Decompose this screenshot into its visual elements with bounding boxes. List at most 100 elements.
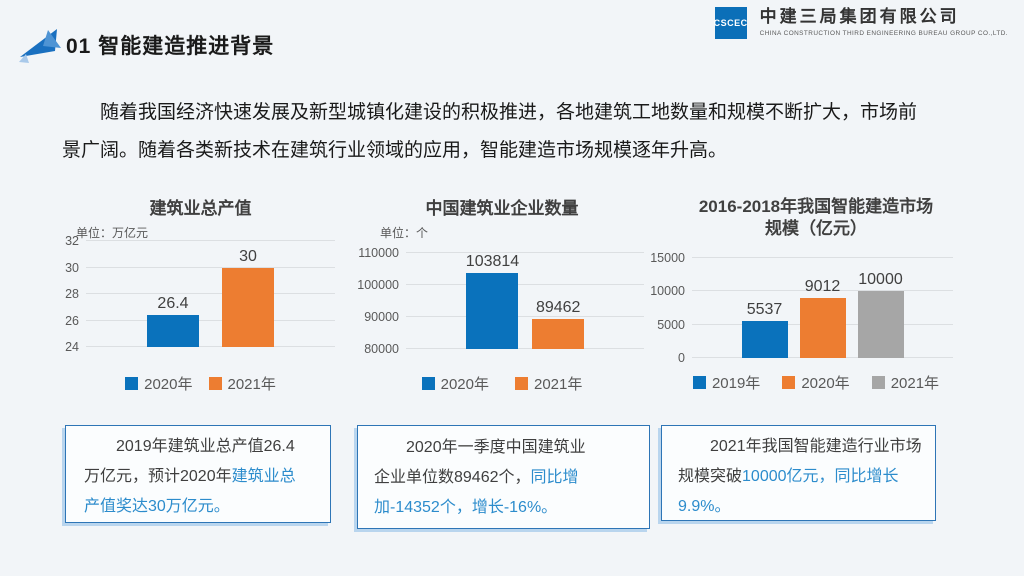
chart-unit-label: 单位：个 <box>380 226 429 240</box>
note-accent-text: 建筑业总产值奖达30万亿元。 <box>84 468 296 515</box>
note-box-enterprise-count: 2020年一季度中国建筑业企业单位数89462个，同比增加-14352个，增长-… <box>357 425 650 529</box>
chart-legend: 2020年 2021年 <box>356 373 648 394</box>
chart-legend: 2020年 2021年 <box>58 373 343 394</box>
legend-label: 2021年 <box>227 376 276 393</box>
bar-group-2021年: 89462 <box>532 253 585 349</box>
note-accent-text: 同比增加-14352个，增长-16%。 <box>374 469 579 516</box>
legend-item: 2021年 <box>515 373 582 394</box>
legend-label: 2021年 <box>890 375 940 392</box>
gridline <box>86 319 335 321</box>
bar-group-2021年: 30 <box>222 241 274 347</box>
chart-unit-label: 单位：万亿元 <box>76 226 149 240</box>
y-tick-label: 15000 <box>650 251 685 265</box>
gridline <box>86 266 335 268</box>
bar-2021年 <box>222 267 274 347</box>
legend-item: 2020年 <box>125 373 193 394</box>
chart-title: 2016-2018年我国智能建造市场规模（亿元） <box>698 197 934 238</box>
intro-paragraph: 随着我国经济快速发展及新型城镇化建设的积极推进，各地建筑工地数量和规模不断扩大，… <box>62 102 918 161</box>
bar-2019年 <box>741 321 788 358</box>
bar-2021年 <box>857 291 904 358</box>
cscec-logo-icon: CSCEC <box>714 7 747 39</box>
note-paragraph: 2020年一季度中国建筑业企业单位数89462个，同比增加-14352个，增长-… <box>374 433 593 523</box>
legend-label: 2020年 <box>440 376 489 393</box>
gridline <box>406 348 644 349</box>
gridline <box>86 240 335 241</box>
chart-legend: 2019年 2020年 2021年 <box>652 372 980 393</box>
chart-enterprise-count: 中国建筑业企业数量 单位：个 80000 90000 100000 110000 103… <box>356 198 648 394</box>
chart-smart-construction-market: 2016-2018年我国智能建造市场规模（亿元） 0 5000 10000 15000… <box>650 196 980 393</box>
legend-item: 2020年 <box>421 373 489 394</box>
bar-group-2021年: 10000 <box>857 258 904 358</box>
bar-value-label: 26.4 <box>157 295 189 313</box>
legend-swatch-icon <box>692 376 706 389</box>
triangles-logo-icon <box>19 29 61 63</box>
plot-area: 24 26 28 30 32 26.4 30 <box>65 234 335 354</box>
y-tick-label: 10000 <box>650 284 685 299</box>
legend-label: 2021年 <box>534 376 583 393</box>
bar-value-label: 10000 <box>858 271 903 289</box>
company-name-en: CHINA CONSTRUCTION THIRD ENGINEERING BUR… <box>759 30 1008 37</box>
legend-swatch-icon <box>515 377 528 390</box>
gridline <box>86 293 335 294</box>
gridline <box>692 257 953 258</box>
y-tick-label: 0 <box>678 351 685 365</box>
bars: 5537 9012 10000 <box>692 258 953 358</box>
legend-swatch-icon <box>871 376 885 389</box>
y-tick-label: 30 <box>65 260 79 275</box>
company-logo: CSCEC 中建三局集团有限公司 CHINA CONSTRUCTION THIR… <box>714 7 1008 39</box>
company-name-block: 中建三局集团有限公司 CHINA CONSTRUCTION THIRD ENGI… <box>760 7 1008 37</box>
note-accent-text: 10000亿元，同比增长9.9%。 <box>678 468 899 515</box>
y-tick-label: 100000 <box>357 278 399 292</box>
y-tick-label: 80000 <box>364 342 399 356</box>
gridline <box>86 346 335 347</box>
note-text: 2021年我国智能建造行业市场规模突破 <box>678 438 922 485</box>
legend-label: 2020年 <box>144 376 193 393</box>
plot-area: 80000 90000 100000 110000 103814 89462 <box>357 246 644 356</box>
page-title: 01 智能建造推进背景 <box>66 35 275 58</box>
legend-swatch-icon <box>125 377 139 390</box>
gridline <box>406 316 644 317</box>
legend-item: 2019年 <box>692 372 761 393</box>
bar-value-label: 30 <box>239 247 257 265</box>
y-tick-label: 24 <box>65 340 79 354</box>
company-name-cn: 中建三局集团有限公司 <box>759 7 960 26</box>
gridline <box>692 290 953 292</box>
bar-2020年 <box>799 297 846 358</box>
legend-swatch-icon <box>782 376 796 389</box>
y-tick-label: 26 <box>65 313 79 328</box>
legend-item: 2020年 <box>782 372 850 393</box>
note-box-market-scale: 2021年我国智能建造行业市场规模突破10000亿元，同比增长9.9%。 <box>661 425 936 521</box>
bar-group-2020年: 103814 <box>466 253 519 349</box>
y-tick-label: 28 <box>65 287 79 301</box>
legend-label: 2019年 <box>711 375 761 392</box>
note-paragraph: 2021年我国智能建造行业市场规模突破10000亿元，同比增长9.9%。 <box>678 432 923 522</box>
bar-group-2020年: 26.4 <box>147 241 199 347</box>
y-tick-label: 5000 <box>657 317 685 332</box>
gridline <box>406 252 644 253</box>
bar-value-label: 89462 <box>535 298 581 316</box>
legend-item: 2021年 <box>208 373 276 394</box>
bar-group-2020年: 9012 <box>799 258 846 358</box>
bar-value-label: 5537 <box>746 301 783 319</box>
plot-area: 0 5000 10000 15000 5537 9012 10000 <box>650 251 953 365</box>
y-tick-label: 90000 <box>364 310 399 324</box>
chart-construction-output: 建筑业总产值 单位：万亿元 24 26 28 30 32 26.4 30 2020年 2021… <box>58 198 343 394</box>
note-box-output-value: 2019年建筑业总产值26.4万亿元，预计2020年建筑业总产值奖达30万亿元。 <box>65 425 331 523</box>
note-text: 2020年一季度中国建筑业企业单位数89462个， <box>374 439 586 486</box>
legend-swatch-icon <box>208 377 222 390</box>
y-tick-label: 110000 <box>358 246 399 260</box>
y-tick-label: 32 <box>65 234 79 248</box>
bar-group-2019年: 5537 <box>741 258 788 358</box>
note-paragraph: 2019年建筑业总产值26.4万亿元，预计2020年建筑业总产值奖达30万亿元。 <box>84 432 304 522</box>
bars: 26.4 30 <box>86 241 335 347</box>
bar-2020年 <box>147 315 199 347</box>
chart-title: 中国建筑业企业数量 <box>425 199 579 218</box>
bars: 103814 89462 <box>406 253 644 349</box>
bar-value-label: 103814 <box>465 253 520 270</box>
gridline <box>406 284 644 285</box>
legend-swatch-icon <box>421 377 435 390</box>
note-text: 2019年建筑业总产值26.4万亿元，预计2020年 <box>84 438 295 485</box>
bar-value-label: 9012 <box>804 277 841 295</box>
bar-2021年 <box>532 318 585 349</box>
